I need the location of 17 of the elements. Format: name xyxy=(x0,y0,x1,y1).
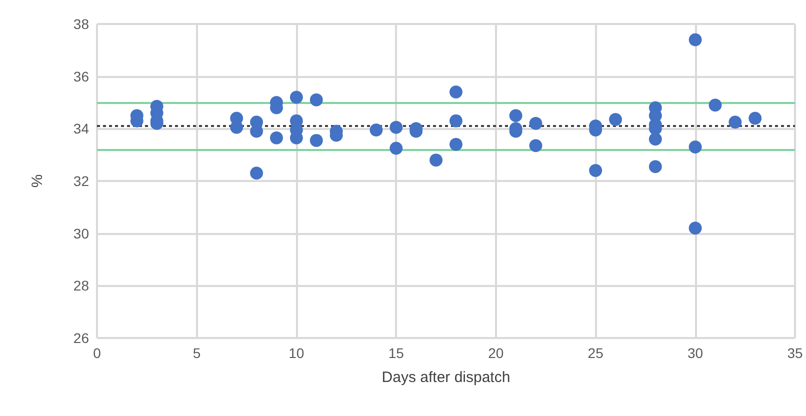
x-tick-label: 15 xyxy=(388,345,404,361)
x-tick-label: 0 xyxy=(93,345,102,361)
y-tick-label: 32 xyxy=(73,173,90,189)
x-tick-label: 35 xyxy=(787,345,803,361)
y-tick-label: 28 xyxy=(73,278,90,294)
x-tick-label: 25 xyxy=(588,345,604,361)
x-tick-label: 10 xyxy=(288,345,304,361)
x-tick-label: 20 xyxy=(488,345,504,361)
x-tick-label: 30 xyxy=(687,345,704,361)
x-tick-label: 5 xyxy=(192,345,201,361)
x-axis-title: Days after dispatch xyxy=(382,369,510,386)
y-axis-title: % xyxy=(29,174,46,188)
y-tick-label: 34 xyxy=(73,120,90,137)
y-tick-label: 36 xyxy=(73,68,90,84)
y-tick-label: 30 xyxy=(73,225,90,242)
y-tick-label: 38 xyxy=(73,16,90,32)
y-tick-label: 26 xyxy=(73,330,90,346)
